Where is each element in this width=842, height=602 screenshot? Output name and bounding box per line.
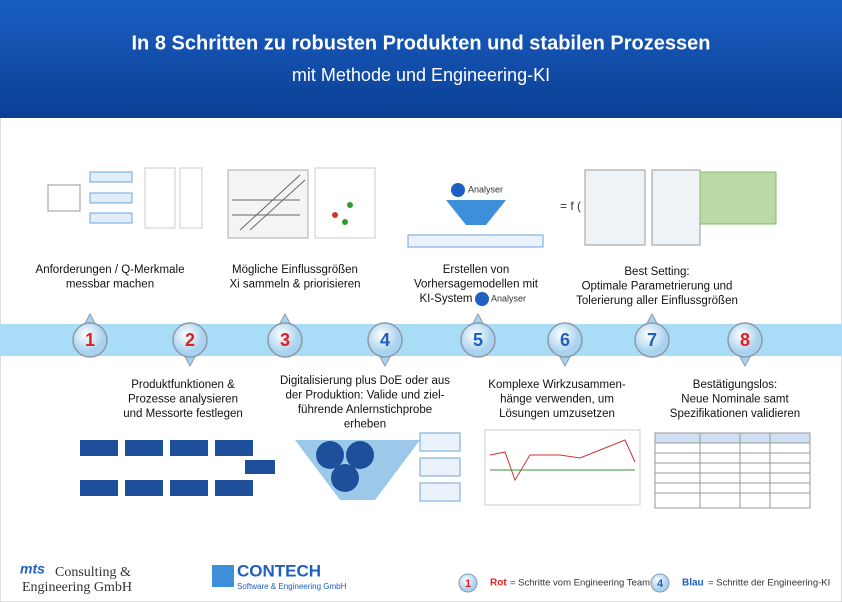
thumb-requirements [47,167,203,229]
step-label: Optimale Parametrierung und [582,281,733,293]
step-circle [727,322,763,358]
thumb-analyser: Analyser [407,183,544,248]
contech-sub: Software & Engineering GmbH [237,582,347,591]
step-label: und Messorte festlegen [123,408,243,420]
step-label: Vorhersagemodellen mit [414,279,539,291]
step-label: Produktfunktionen & [131,379,235,391]
legend-text: = Schritte der Engineering-KI [708,578,830,589]
thumb-functions [80,440,275,496]
thumb-best-setting: = f ( [560,169,777,246]
step-circle [172,322,208,358]
legend-number: 1 [465,578,471,590]
thumb-response [484,429,641,506]
step-number: 7 [647,330,657,350]
step-number: 6 [560,330,570,350]
step: 6 Komplexe Wirkzusammen-hänge verwenden, … [488,322,626,420]
step-circle [547,322,583,358]
thumb-validation [654,432,811,509]
formula: = f ( [560,199,581,213]
step-label: Spezifikationen validieren [670,408,800,420]
mts-line1: Consulting & [55,565,131,580]
step-label: hänge verwenden, um [500,394,614,406]
step-label: Mögliche Einflussgrößen [232,264,358,276]
step-label: Neue Nominale samt [681,394,789,406]
step-circle [634,322,670,358]
step-label: Tolerierung aller Einflussgrößen [576,295,738,307]
step-number: 4 [380,330,390,350]
step-circle [72,322,108,358]
subtitle: mit Methode und Engineering-KI [292,65,550,85]
step-label: Erstellen von [443,264,509,276]
step: 7 Best Setting: Optimale Parametrierung un… [576,266,738,358]
step-label: Anforderungen / Q-Merkmale [36,264,185,276]
step-label: Komplexe Wirkzusammen- [488,379,626,391]
step-number: 8 [740,330,750,350]
step-label: Lösungen umzusetzen [499,408,615,420]
step-number: 3 [280,330,290,350]
step: 3 Mögliche Einflussgrößen Xi sammeln & pri… [229,264,361,358]
legend-word: Rot [490,578,507,589]
contech: CONTECH [237,561,321,580]
step-label: führende Anlernstichprobe [298,404,432,416]
analyser-icon [475,292,489,306]
step: 4 Digitalisierung plus DoE oder aus der Pr… [280,322,450,431]
step-number: 2 [185,330,195,350]
step-label: Best Setting: [624,266,689,278]
step: 5 Erstellen von Vorhersagemodellen mit KI-S… [414,264,539,358]
step-label: Bestätigungslos: [693,379,777,391]
process-band [0,324,842,356]
step-label: erheben [344,419,386,431]
legend-number: 4 [657,578,664,590]
analyser-logo: Analyser [491,293,526,303]
step-number: 5 [473,330,483,350]
step-label: Digitalisierung plus DoE oder aus [280,375,450,387]
legend-text: = Schritte vom Engineering Team [510,578,650,589]
title: In 8 Schritten zu robusten Produkten und… [132,32,711,54]
thumb-influence [227,167,376,239]
step-label: Prozesse analysieren [128,394,238,406]
legend-circle [458,573,478,593]
step: 8 Bestätigungslos: Neue Nominale samt Spezi… [670,322,800,420]
analyser-logo: Analyser [468,184,503,194]
step-circle [367,322,403,358]
step-number: 1 [85,330,95,350]
step-circle [460,322,496,358]
step: 1 Anforderungen / Q-Merkmale messbar mache… [36,264,185,358]
step-label: der Produktion: Valide und ziel- [286,390,445,402]
step-circle [267,322,303,358]
step: 2 Produktfunktionen & Prozesse analysieren… [123,322,243,420]
thumb-doe [295,432,461,502]
step-label: Xi sammeln & priorisieren [229,279,360,291]
header-band [0,0,842,118]
footer: mts Consulting & Engineering GmbH CONTEC… [20,561,347,596]
mts-line2: Engineering GmbH [22,580,132,595]
legend-word: Blau [682,578,704,589]
mts-mark: mts [20,561,45,577]
legend-circle [650,573,670,593]
step-label: KI-System [419,293,472,305]
step-label: messbar machen [66,279,154,291]
